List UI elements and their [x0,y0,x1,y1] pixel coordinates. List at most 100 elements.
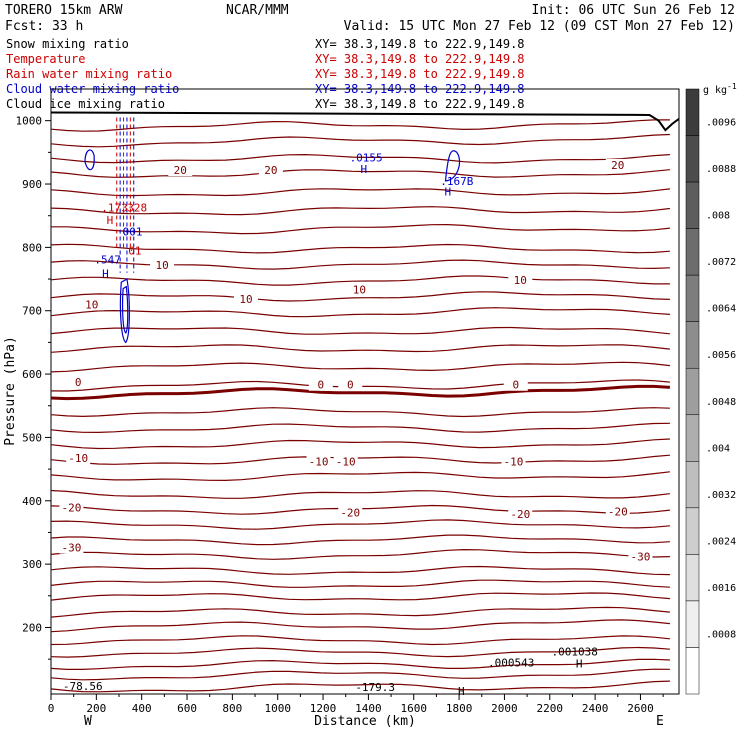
contour-label: -10 [309,455,329,468]
x-axis: 0 200 400 600 800 1000 1200 1400 1600 1800 2000 220… [48,694,664,715]
colorbar-swatch [685,600,700,648]
contour-line [50,422,670,434]
y-tick-label: 900 [22,178,42,191]
field-name: Cloud ice mixing ratio [6,97,165,111]
contour-label-bg [168,163,193,176]
temperature-labels: -30-30-20 -20 -20 -20-10 -10 -10 -100 0 0 010 1010… [59,158,653,563]
contour-line [50,619,670,633]
contour-line [50,259,670,270]
contour-line [50,489,670,499]
contour-label-bg [347,283,372,296]
x-end-label-west: W [84,714,92,729]
contour-label: 10 [155,259,168,272]
contour-line [50,307,670,318]
contour-line [50,438,670,450]
x-tick-label: 1800 [446,702,473,715]
contour-line [50,206,670,216]
colorbar-label: .0072 [706,257,736,268]
contour-line [50,291,670,302]
hydrometeor-contours [84,117,461,344]
extremum-marker: H [444,186,451,199]
extremum-marker: -78.56 [63,680,103,693]
contour-line [51,223,670,235]
contour-label-bg [501,455,526,468]
extremum-marker: .547 [94,253,121,266]
x-tick-label: 1400 [355,702,382,715]
field-xy: XY= 38.3,149.8 to 222.9,149.8 [315,52,525,66]
contour-label: 10 [514,274,527,287]
colorbar-swatch [685,321,700,369]
colorbar-unit: g kg [703,85,727,96]
contour-line [50,635,670,646]
colorbar-swatch [685,507,700,555]
org-title: NCAR/MMM [226,3,289,18]
extremum-marker: H [361,163,368,176]
contour-line [50,680,670,693]
extremum-marker: .167B [440,175,473,188]
cloud-water-contour [121,285,129,334]
extremum-marker: H [102,267,109,280]
field-name: Temperature [6,52,85,66]
x-tick-label: 200 [86,702,106,715]
y-axis-label: Pressure (hPa) [3,336,18,446]
extremum-marker: .000543 [488,656,534,669]
colorbar-label: .008 [706,211,730,222]
x-tick-label: 1600 [400,702,427,715]
field-name: Rain water mixing ratio [6,67,172,81]
colorbar-label: .0024 [706,536,736,547]
temperature-contours [50,119,670,693]
contour-label-bg [508,507,533,520]
contour-label: -20 [608,505,628,518]
contour-label-bg [508,274,533,287]
contour-label: 10 [239,293,252,306]
contour-line [50,407,670,418]
extremum-marker: .001038 [552,646,598,659]
extremum-marker: H [458,685,465,698]
contour-label: 20 [174,164,187,177]
terrain-profile [50,111,680,132]
contour-label: 0 [75,376,82,389]
contour-label-bg [338,378,363,391]
cloud-water-contour [119,278,130,344]
x-tick-label: 2200 [537,702,564,715]
colorbar-label: .004 [706,443,730,454]
field-xy: XY= 38.3,149.8 to 222.9,149.8 [315,97,525,111]
contour-line [50,534,670,546]
colorbar-label: .0048 [706,397,736,408]
contour-line [50,646,670,658]
field-xy: XY= 38.3,149.8 to 222.9,149.8 [315,67,525,81]
cloud-water-contour [84,149,95,171]
contour-label: 10 [353,284,366,297]
contour-line [50,565,670,576]
contour-label: -30 [631,550,651,563]
colorbar-unit-exponent: -1 [727,82,737,91]
y-tick-label: 800 [22,241,42,254]
forecast-hour: Fcst: 33 h [5,19,83,34]
contour-label: -20 [61,502,81,515]
contour-label-bg [66,376,91,389]
colorbar-label: .0032 [706,490,736,501]
contour-label-bg [258,163,283,176]
contour-line [50,275,670,286]
y-tick-label: 500 [22,431,42,444]
contour-label-bg [306,455,331,468]
plot-frame [50,88,680,695]
contour-label: -20 [510,508,530,521]
init-time: Init: 06 UTC Sun 26 Feb 12 [532,3,736,18]
field-name: Snow mixing ratio [6,37,129,51]
colorbar-swatch [685,274,700,322]
contour-label: 20 [611,159,624,172]
contour-label: -10 [504,455,524,468]
colorbar-swatch [685,367,700,416]
contour-line [50,519,670,530]
contour-line [50,658,670,670]
contour-line [50,606,670,618]
field-xy: XY= 38.3,149.8 to 222.9,149.8 [315,37,525,51]
contour-label-bg [333,455,358,468]
colorbar-label: .0064 [706,304,736,315]
colorbar-swatch [685,88,700,136]
contour-label-bg [628,550,653,563]
contour-line [50,548,670,560]
contour-label-bg [66,452,91,465]
contour-line [50,119,670,132]
